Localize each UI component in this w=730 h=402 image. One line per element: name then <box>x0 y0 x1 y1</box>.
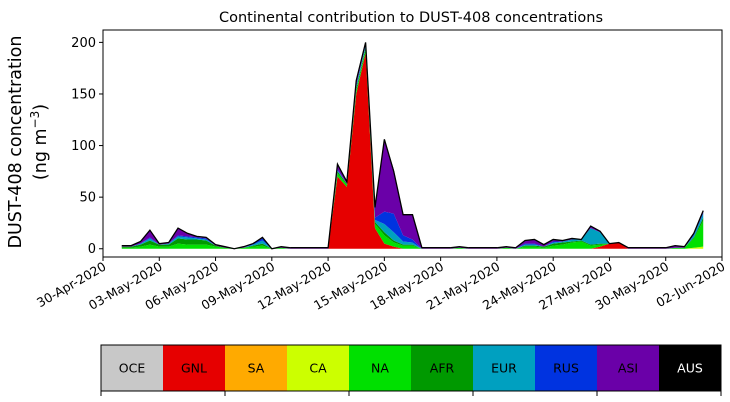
y-axis: 0 50 100 150 200 <box>71 36 103 257</box>
legend-swatch-na <box>349 345 412 391</box>
legend-label: ASI <box>618 361 638 376</box>
legend-swatch-oce <box>101 345 164 391</box>
legend-swatch-gnl <box>163 345 226 391</box>
y-tick-label: 50 <box>79 191 96 206</box>
area-asi <box>121 42 704 249</box>
legend-label: OCE <box>119 361 146 376</box>
chart-title: Continental contribution to DUST-408 con… <box>219 10 603 26</box>
y-tick-label: 0 <box>88 242 96 257</box>
legend-frame <box>100 344 722 392</box>
legend-label: EUR <box>491 361 517 376</box>
legend-label: RUS <box>553 361 579 376</box>
legend-swatch-sa <box>225 345 288 391</box>
x-axis: 30-Apr-202003-May-202006-May-202009-May-… <box>34 257 728 313</box>
y-axis-label-line2: (ng m−3) <box>28 104 51 180</box>
legend-label: AUS <box>677 361 703 376</box>
y-axis-label-line1: DUST-408 concentration <box>6 36 26 249</box>
y-tick-label: 150 <box>71 87 96 102</box>
legend-swatch-afr <box>411 345 474 391</box>
legend-colorbar: OCE GNL SA CA NA AFR EUR RUS ASI AUS <box>100 344 722 396</box>
y-tick-label: 200 <box>71 36 96 51</box>
legend-label: NA <box>371 361 389 376</box>
legend-swatch-ca <box>287 345 350 391</box>
legend-swatch-aus <box>659 345 722 391</box>
legend-swatch-eur <box>473 345 536 391</box>
y-tick-label: 100 <box>71 139 96 154</box>
plot-frame <box>102 29 723 258</box>
legend-label: SA <box>248 361 265 376</box>
legend-swatch-rus <box>535 345 598 391</box>
legend-label: AFR <box>430 361 455 376</box>
legend-swatch-asi <box>597 345 660 391</box>
legend-label: GNL <box>181 361 207 376</box>
y-axis-label: DUST-408 concentration (ng m−3) <box>6 36 51 249</box>
legend-label: CA <box>309 361 327 376</box>
total-line <box>121 42 704 250</box>
plot-areas <box>121 42 704 250</box>
